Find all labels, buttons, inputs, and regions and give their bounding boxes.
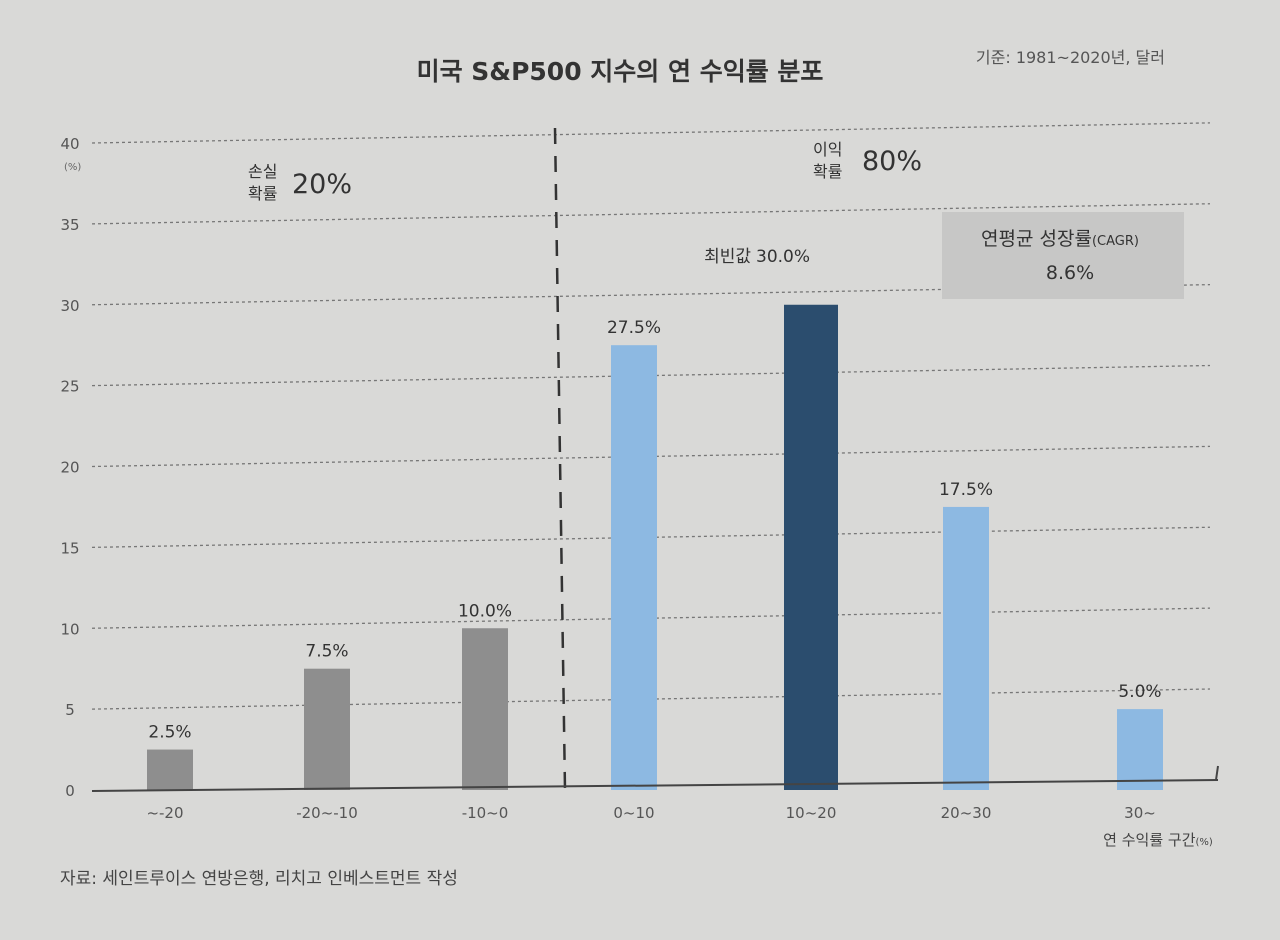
loss-gain-divider (553, 127, 567, 791)
x-axis-tick-labels: ~-20 -20~-10 -10~0 0~10 10~20 20~30 30~ (146, 804, 1155, 822)
loss-probability-annotation: 손실 확률 20% (248, 162, 352, 203)
bar-30~ (1117, 709, 1163, 790)
bar-value-label: 17.5% (939, 480, 993, 500)
y-axis-unit: (%) (64, 162, 81, 173)
gain-probability-label-line1: 이익 (813, 140, 842, 159)
y-tick-label: 15 (60, 539, 79, 557)
cagr-title-suffix: (CAGR) (1092, 234, 1139, 249)
y-tick-label: 35 (60, 216, 79, 234)
mode-label: 최빈값 (704, 247, 751, 267)
bar-value-label: 2.5% (148, 723, 191, 743)
x-axis-end-tick (1215, 765, 1219, 781)
source-note: 자료: 세인트루이스 연방은행, 리치고 인베스트먼트 작성 (60, 869, 458, 889)
x-tick-label: ~-20 (146, 804, 183, 822)
x-tick-label: 20~30 (941, 804, 992, 822)
bar-value-label: 7.5% (305, 642, 348, 662)
x-tick-label: 0~10 (613, 804, 654, 822)
bar-value-label: 5.0% (1118, 682, 1161, 702)
gridline (91, 203, 1211, 225)
x-axis-label: 연 수익률 구간 (1103, 831, 1196, 849)
cagr-title-main: 연평균 성장률 (981, 228, 1092, 250)
x-tick-label: 10~20 (786, 804, 837, 822)
bar-value-label: 27.5% (607, 318, 661, 338)
bar--20~-10 (304, 668, 350, 790)
chart-subtitle: 기준: 1981~2020년, 달러 (976, 48, 1165, 67)
bar-0~10 (611, 345, 657, 790)
x-axis-title: 연 수익률 구간(%) (1103, 831, 1213, 849)
y-axis-ticks: 0 5 10 15 20 25 30 35 40 (60, 135, 79, 800)
cagr-box-background (942, 212, 1184, 299)
bar-~-20 (147, 749, 193, 790)
loss-probability-label-line2: 확률 (248, 184, 277, 203)
chart-title: 미국 S&P500 지수의 연 수익률 분포 (417, 57, 824, 86)
cagr-title: 연평균 성장률(CAGR) (981, 228, 1139, 250)
y-tick-label: 0 (65, 782, 75, 800)
x-tick-label: -20~-10 (296, 804, 358, 822)
bar-value-labels: 2.5% 7.5% 10.0% 27.5% 30.0% 17.5% 5.0% (148, 247, 1161, 743)
y-tick-label: 10 (60, 620, 79, 638)
loss-probability-value: 20% (292, 169, 352, 200)
x-tick-label: -10~0 (462, 804, 509, 822)
bar--10~0 (462, 628, 508, 790)
gain-probability-annotation: 이익 확률 80% (813, 140, 922, 181)
loss-probability-label-line1: 손실 (248, 162, 277, 181)
bars (147, 304, 1163, 790)
x-tick-label: 30~ (1124, 804, 1156, 822)
bar-10~20 (784, 304, 838, 790)
bar-20~30 (943, 506, 989, 790)
y-tick-label: 20 (60, 459, 79, 477)
bar-value-label: 10.0% (458, 601, 512, 621)
y-tick-label: 5 (65, 701, 75, 719)
y-tick-label: 25 (60, 378, 79, 396)
y-tick-label: 40 (60, 135, 79, 153)
cagr-box: 연평균 성장률(CAGR) 8.6% (942, 212, 1184, 299)
bar-value-label: 30.0% (756, 247, 810, 267)
x-axis-line (91, 779, 1219, 792)
gridline (91, 122, 1211, 144)
gain-probability-label-line2: 확률 (813, 162, 842, 181)
gain-probability-value: 80% (862, 146, 922, 177)
y-tick-label: 30 (60, 297, 79, 315)
cagr-value: 8.6% (1046, 262, 1094, 284)
x-axis-unit: (%) (1196, 837, 1213, 848)
